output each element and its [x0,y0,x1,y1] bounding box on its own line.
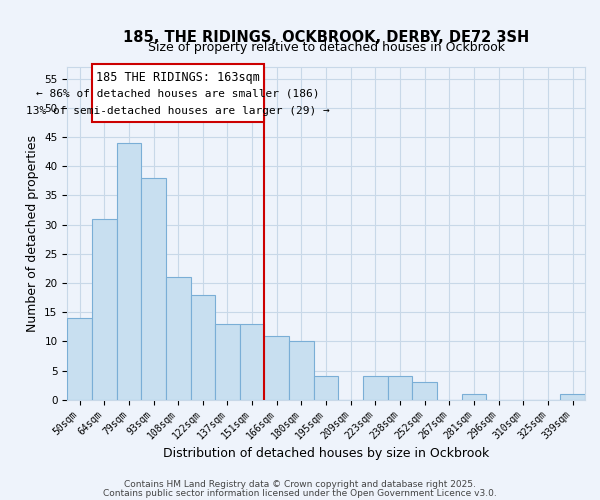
Y-axis label: Number of detached properties: Number of detached properties [26,135,39,332]
Bar [141,178,166,400]
Bar [166,277,191,400]
Bar [215,324,240,400]
Text: 13% of semi-detached houses are larger (29) →: 13% of semi-detached houses are larger (… [26,106,330,116]
Bar [289,342,314,400]
Text: ← 86% of detached houses are smaller (186): ← 86% of detached houses are smaller (18… [37,88,320,99]
Bar [412,382,437,400]
Bar [191,294,215,400]
Bar [560,394,585,400]
Bar [265,336,289,400]
Bar [363,376,388,400]
Bar [314,376,338,400]
Text: Contains HM Land Registry data © Crown copyright and database right 2025.: Contains HM Land Registry data © Crown c… [124,480,476,489]
Text: Size of property relative to detached houses in Ockbrook: Size of property relative to detached ho… [148,40,505,54]
Text: Contains public sector information licensed under the Open Government Licence v3: Contains public sector information licen… [103,489,497,498]
Bar [116,143,141,400]
Bar [388,376,412,400]
Title: 185, THE RIDINGS, OCKBROOK, DERBY, DE72 3SH: 185, THE RIDINGS, OCKBROOK, DERBY, DE72 … [123,30,529,45]
FancyBboxPatch shape [92,64,265,122]
X-axis label: Distribution of detached houses by size in Ockbrook: Distribution of detached houses by size … [163,447,489,460]
Bar [67,318,92,400]
Bar [462,394,487,400]
Bar [92,219,116,400]
Bar [240,324,265,400]
Text: 185 THE RIDINGS: 163sqm: 185 THE RIDINGS: 163sqm [96,71,260,84]
